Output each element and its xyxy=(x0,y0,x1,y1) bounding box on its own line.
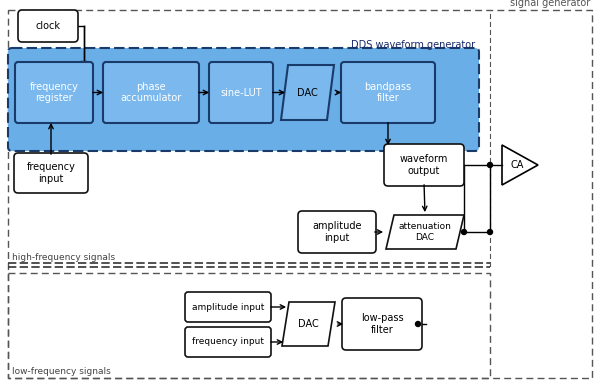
Text: DAC: DAC xyxy=(297,88,318,98)
Text: low-frequency signals: low-frequency signals xyxy=(12,367,111,376)
Text: bandpass
filter: bandpass filter xyxy=(364,82,412,103)
FancyBboxPatch shape xyxy=(103,62,199,123)
Text: high-frequency signals: high-frequency signals xyxy=(12,253,115,262)
FancyBboxPatch shape xyxy=(341,62,435,123)
FancyBboxPatch shape xyxy=(185,327,271,357)
Text: phase
accumulator: phase accumulator xyxy=(121,82,182,103)
Polygon shape xyxy=(281,65,334,120)
FancyBboxPatch shape xyxy=(8,48,479,151)
Circle shape xyxy=(461,230,467,235)
Text: amplitude
input: amplitude input xyxy=(312,221,362,243)
FancyBboxPatch shape xyxy=(14,153,88,193)
Text: waveform
output: waveform output xyxy=(400,154,448,176)
Text: CA: CA xyxy=(511,160,524,170)
Text: frequency
input: frequency input xyxy=(26,162,76,184)
FancyBboxPatch shape xyxy=(18,10,78,42)
Circle shape xyxy=(415,321,421,326)
Polygon shape xyxy=(282,302,335,346)
FancyBboxPatch shape xyxy=(384,144,464,186)
FancyBboxPatch shape xyxy=(185,292,271,322)
Text: frequency input: frequency input xyxy=(192,338,264,346)
Text: clock: clock xyxy=(35,21,61,31)
FancyBboxPatch shape xyxy=(15,62,93,123)
FancyBboxPatch shape xyxy=(342,298,422,350)
Circle shape xyxy=(487,230,493,235)
FancyBboxPatch shape xyxy=(298,211,376,253)
Text: attenuation
DAC: attenuation DAC xyxy=(398,222,451,242)
Text: low-pass
filter: low-pass filter xyxy=(361,313,403,335)
Polygon shape xyxy=(386,215,464,249)
Text: frequency
register: frequency register xyxy=(29,82,79,103)
Circle shape xyxy=(487,162,493,167)
Text: amplitude input: amplitude input xyxy=(192,303,264,311)
Text: DAC: DAC xyxy=(298,319,319,329)
Text: sine-LUT: sine-LUT xyxy=(220,88,262,98)
Text: DDS waveform generator: DDS waveform generator xyxy=(351,40,475,50)
FancyBboxPatch shape xyxy=(209,62,273,123)
Text: signal generator: signal generator xyxy=(510,0,590,8)
